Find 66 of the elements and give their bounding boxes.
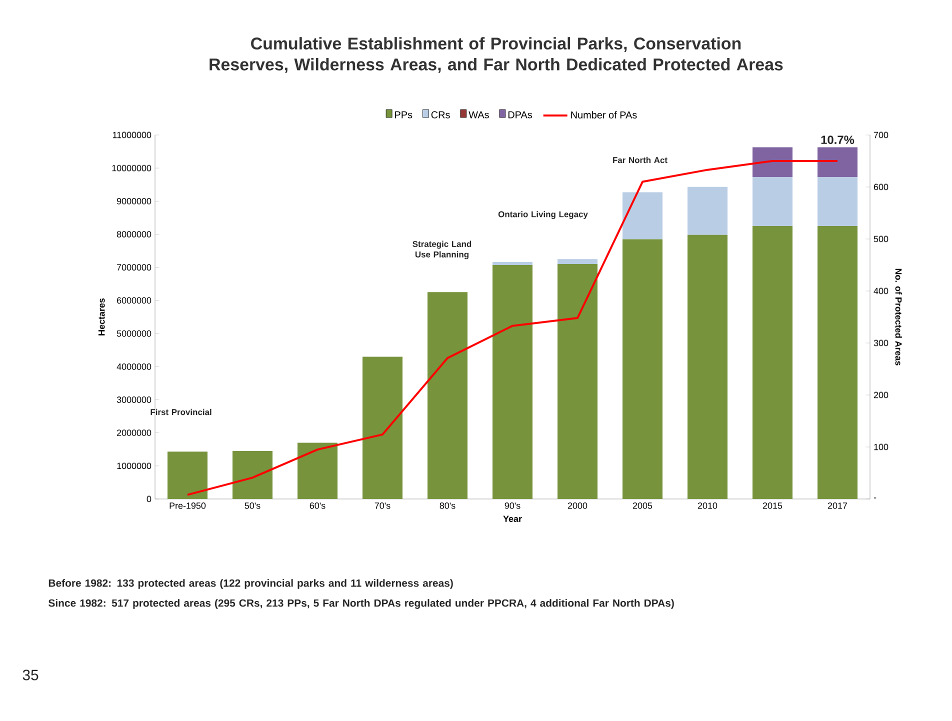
x-tick-label: 2010 [698,502,718,509]
y2-tick-label: 100 [874,444,888,450]
y-tick-label: 6000000 [117,297,152,304]
legend-label: DPAs [508,111,532,118]
y2-tick-label: 400 [874,288,888,294]
y2-axis-title: No. of Protected Areas [895,268,902,366]
bar [558,264,598,499]
annotation: Ontario Living Legacy [498,211,588,219]
annotation: First Provincial [150,408,212,416]
bar [622,192,663,240]
bar [232,451,273,499]
y-tick-label: 3000000 [116,396,152,403]
y-tick-label: 5000000 [116,330,152,337]
annotation: 10.7% [821,136,854,144]
y2-tick-label: 600 [874,184,888,190]
annotation: Strategic Land Use Planning [412,240,472,260]
bar [818,147,858,178]
x-tick-label: 80's [440,502,456,509]
text: Since 1982: 517 protected areas (295 CRs, 213 PPs, 5 Far North DPAs regulated under PPCRA, 4 additional Far North DPAs) [48,599,674,609]
bar [688,234,728,499]
legend-label: WAs [468,111,489,118]
y-tick-label: 0 [146,496,152,502]
bar [818,226,858,499]
bar [752,226,793,499]
bar [298,442,338,499]
x-tick-label: 90's [504,502,520,509]
y-tick-label: 11000000 [112,132,152,138]
bar [688,186,728,235]
bar [752,177,793,226]
text: 35 [22,670,38,680]
bar [752,147,793,178]
bar [492,262,533,266]
annotation: Far North Act [613,156,668,164]
bar [818,177,858,226]
y-axis-title: Hectares [98,298,105,336]
x-tick-label: 2000 [568,502,588,509]
x-tick-label: 70's [374,502,390,509]
bar [168,452,208,499]
x-tick-label: 50's [244,502,260,509]
x-tick-label: 2015 [762,502,782,509]
bar [492,265,533,499]
y-tick-label: 2000000 [117,430,152,436]
y2-tick-label: 200 [874,392,888,398]
x-tick-label: Pre-1950 [170,502,206,509]
x-axis-title: Year [503,516,522,522]
x-tick-label: 2017 [828,502,848,509]
y-tick-label: 8000000 [116,231,152,238]
y-tick-label: 1000000 [117,462,152,470]
legend-label: CRs [431,111,450,118]
y2-tick-label: 300 [874,340,888,346]
legend-label: PPs [395,111,412,118]
y2-tick-label: 700 [874,132,888,138]
y-tick-label: 9000000 [117,198,152,204]
y-tick-label: 7000000 [117,264,152,271]
y-tick-label: 10000000 [112,164,152,172]
y-tick-label: 4000000 [116,363,152,370]
bar [622,239,663,499]
bar [428,292,468,499]
y2-tick-label: 500 [874,236,888,242]
x-tick-label: 60's [310,502,326,509]
bar [558,259,598,264]
x-tick-label: 2005 [632,502,652,509]
bar [362,356,403,499]
legend-label: Number of PAs [571,111,637,118]
text: Before 1982: 133 protected areas (122 provincial parks and 11 wilderness areas) [48,579,453,589]
chart-title: Cumulative Establishment of Provincial Parks, Conservation Reserves, Wilderness Areas, and Far North Dedicated Protected Areas [210,37,783,73]
